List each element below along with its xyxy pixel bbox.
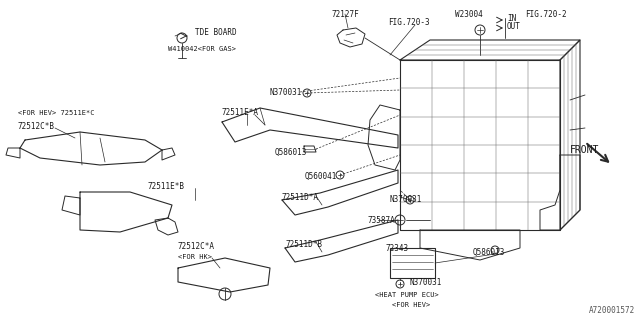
Text: 73587A: 73587A [367,216,395,225]
Text: 72511D*A: 72511D*A [282,193,319,202]
Text: <FOR HK>: <FOR HK> [178,254,212,260]
Text: FIG.720-2: FIG.720-2 [525,10,566,19]
Text: IN: IN [507,14,516,23]
Text: W23004: W23004 [455,10,483,19]
Text: 72512C*B: 72512C*B [18,122,55,131]
Text: N370031: N370031 [270,88,302,97]
Text: OUT: OUT [507,22,521,31]
Text: Q586013: Q586013 [275,148,307,157]
Text: <HEAT PUMP ECU>: <HEAT PUMP ECU> [375,292,439,298]
Bar [390,248,435,278]
Text: 72512C*A: 72512C*A [178,242,215,251]
Text: W410042<FOR GAS>: W410042<FOR GAS> [168,46,236,52]
Text: Q560041: Q560041 [305,172,337,181]
Text: N370031: N370031 [410,278,442,287]
Text: N370031: N370031 [390,195,422,204]
Text: FRONT: FRONT [570,145,600,155]
Text: 72511E*B: 72511E*B [148,182,185,191]
Text: <FOR HEV> 72511E*C: <FOR HEV> 72511E*C [18,110,95,116]
Text: TDE BOARD: TDE BOARD [195,28,237,37]
Text: FIG.720-3: FIG.720-3 [388,18,429,27]
Text: A720001572: A720001572 [589,306,635,315]
Text: 72511D*B: 72511D*B [285,240,322,249]
Text: 72511E*A: 72511E*A [222,108,259,117]
Text: 72343: 72343 [385,244,408,253]
Text: Q586013: Q586013 [473,248,506,257]
Text: <FOR HEV>: <FOR HEV> [392,302,430,308]
Text: 72127F: 72127F [332,10,360,19]
